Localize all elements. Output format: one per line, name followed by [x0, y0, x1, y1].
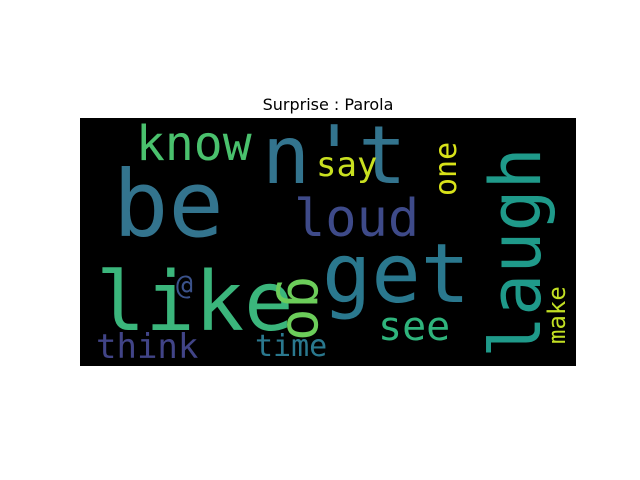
- word-say: say: [316, 145, 377, 185]
- word-know: know: [136, 116, 252, 172]
- word-time: time: [255, 329, 327, 364]
- word-make: make: [543, 286, 571, 344]
- word-think: think: [96, 327, 198, 367]
- chart-title: Surprise : Parola: [263, 95, 394, 114]
- word-loud: loud: [294, 189, 419, 249]
- word-one: one: [429, 142, 464, 196]
- word-nt: n't: [262, 109, 407, 202]
- word-laugh: laugh: [475, 147, 557, 358]
- word-go: go: [275, 276, 338, 341]
- word-see: see: [378, 304, 450, 350]
- word-like: like: [96, 255, 293, 350]
- wordcloud-words: be n't get laugh like know loud go see say one thin…: [96, 109, 571, 367]
- word-get: get: [322, 227, 470, 322]
- word-be: be: [113, 151, 224, 258]
- word-at: @: [176, 268, 193, 301]
- wordcloud-background: [80, 118, 576, 366]
